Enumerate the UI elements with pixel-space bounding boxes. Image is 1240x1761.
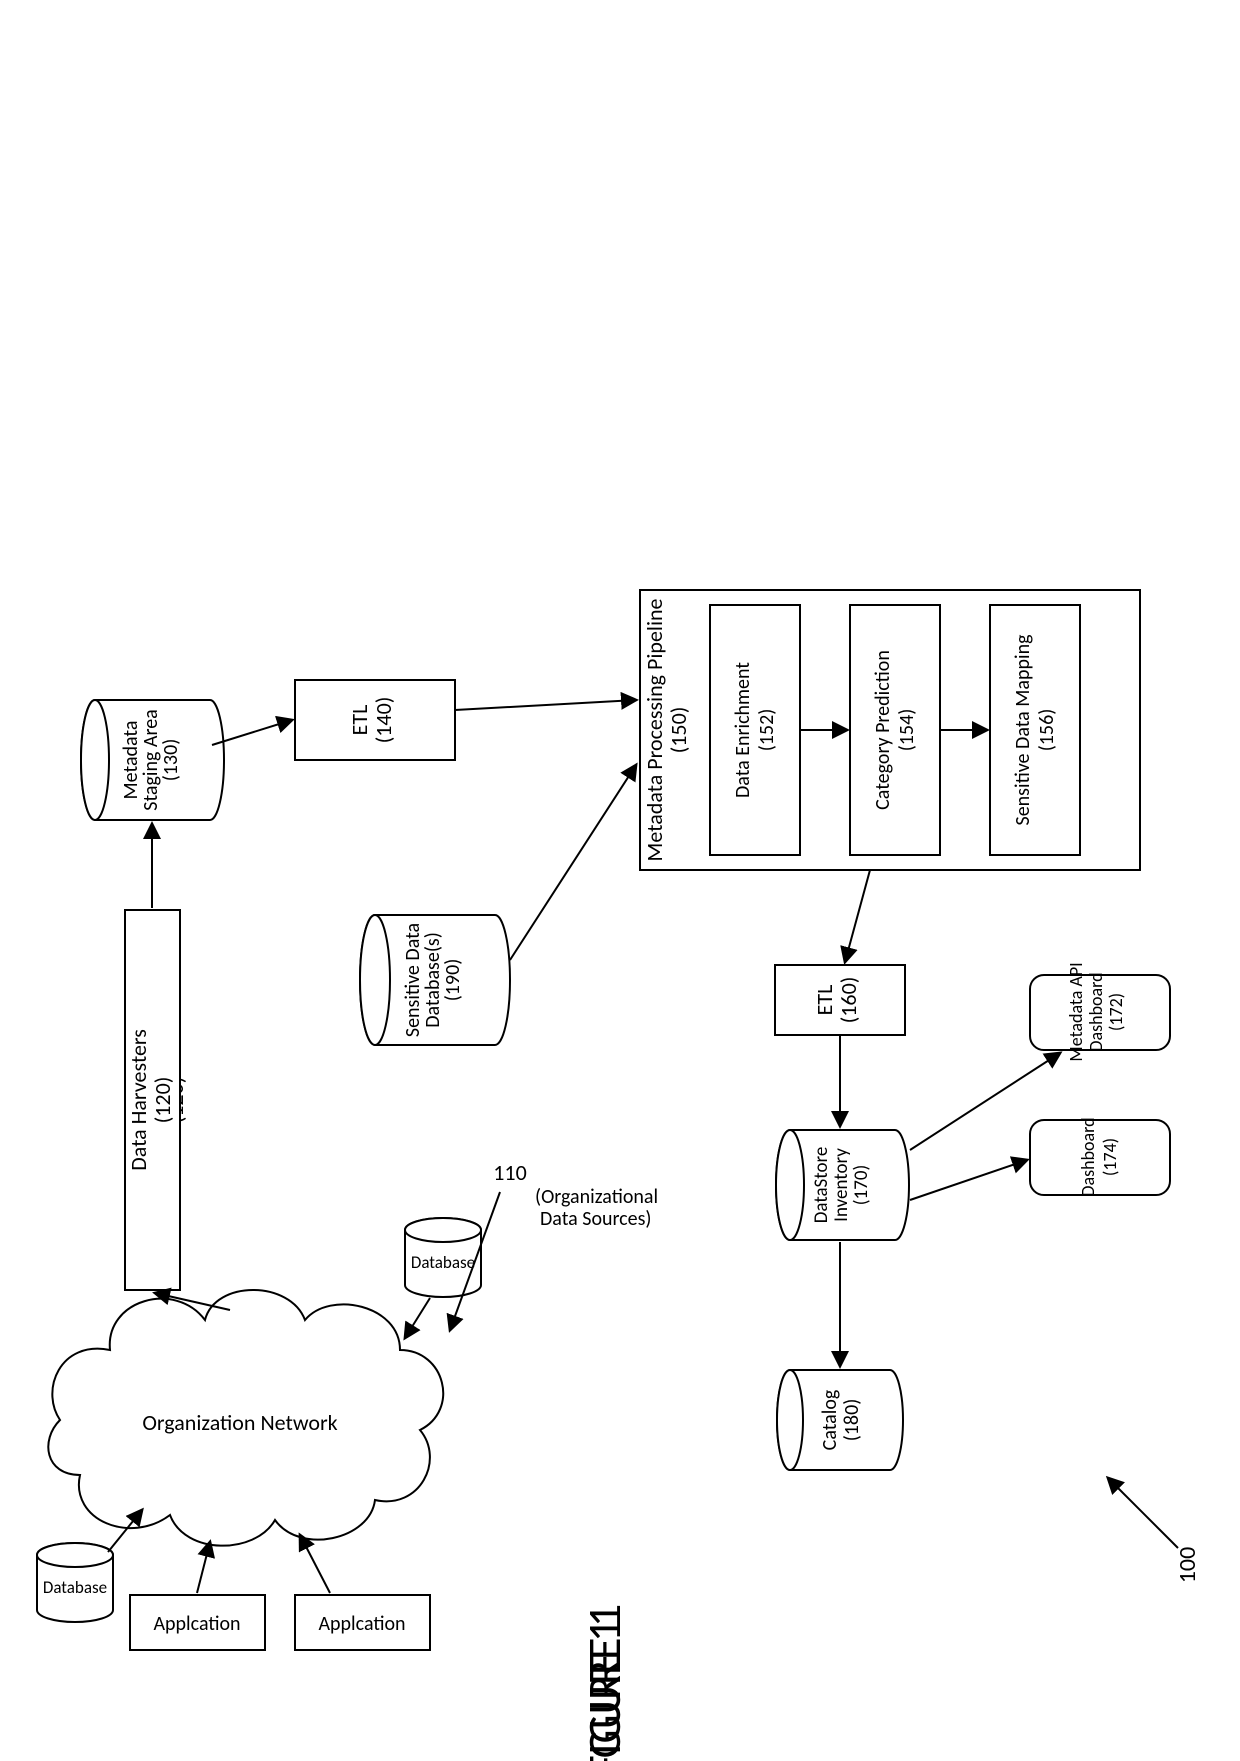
- catalog-ref: (180): [840, 1399, 864, 1442]
- edge-appright-cloud: [300, 1535, 330, 1593]
- harvesters-label2: Data Harvesters: [125, 1029, 152, 1171]
- svg-text:100: 100: [1173, 1547, 1202, 1584]
- svg-text:(154): (154): [895, 709, 919, 752]
- svg-text:Catalog: Catalog: [818, 1389, 842, 1450]
- database-left-label: Database: [43, 1577, 107, 1598]
- svg-text:Dashboard: Dashboard: [1077, 1117, 1099, 1196]
- pipeline-label: Metadata Processing Pipeline: [641, 598, 668, 861]
- etl2-ref: (160): [835, 977, 862, 1024]
- database-right-label: Database: [411, 1252, 475, 1273]
- app-left: Applcation: [130, 1595, 265, 1650]
- edge-pipeline-etl2: [845, 870, 870, 962]
- api-dashboard: Metadata API Dashboard (172): [1030, 962, 1170, 1061]
- app-right: Applcation: [295, 1595, 430, 1650]
- svg-text:Metadata API: Metadata API: [1065, 962, 1087, 1061]
- api-dashboard-ref: (172): [1105, 993, 1127, 1031]
- svg-text:(152): (152): [755, 709, 779, 752]
- etl2-label: ETL: [811, 985, 838, 1016]
- figure-caption: FIGURE 1: [577, 1604, 633, 1761]
- ref-110: 110 (Organizational Data Sources): [450, 1159, 663, 1330]
- svg-text:(Organizational Data Sou: (Organizational Data Sources): [535, 1185, 663, 1231]
- sensitive-db-ref: (190): [441, 959, 465, 1002]
- etl-140: ETL (140): [295, 680, 455, 760]
- svg-text:110: 110: [493, 1159, 526, 1186]
- svg-text:(156): (156): [1035, 709, 1059, 752]
- dashboard-ref: (174): [1099, 1138, 1121, 1176]
- org-network-cloud: Organization Network: [48, 1290, 443, 1546]
- etl1-label: ETL: [346, 705, 373, 736]
- harvesters-ref2: (120): [149, 1077, 176, 1124]
- edge-sensdb-pipeline: [510, 765, 636, 960]
- staging-ref: (130): [159, 739, 183, 782]
- etl-160: ETL (160): [775, 965, 905, 1035]
- datastore-inventory: DataStore Inventory (170): [776, 1130, 909, 1240]
- database-right: Database: [405, 1218, 481, 1297]
- edge-staging-etl1: [212, 720, 292, 745]
- staging-area: Metadata Staging Area (130): [81, 700, 224, 820]
- svg-text:Category Prediction: Category Prediction: [871, 650, 895, 810]
- edge-inventory-dashboard: [910, 1160, 1027, 1200]
- pipeline-box: Metadata Processing Pipeline (150) Data …: [640, 590, 1140, 870]
- edge-dbright-cloud: [405, 1298, 430, 1338]
- ref-100: 100: [1108, 1478, 1202, 1583]
- database-left: Database: [37, 1543, 113, 1622]
- svg-text:Dashboard: Dashboard: [1085, 972, 1107, 1051]
- pipeline-ref: (150): [665, 707, 692, 754]
- svg-text:Sensitive Data Mapping: Sensitive Data Mapping: [1011, 634, 1035, 826]
- app-right-label: Applcation: [318, 1612, 405, 1636]
- etl1-ref: (140): [370, 697, 397, 744]
- svg-text:Data Enrichment: Data Enrichment: [731, 662, 755, 798]
- figure-diagram: Organization Network Database Database A…: [0, 0, 1240, 1761]
- catalog: Catalog (180): [777, 1370, 903, 1470]
- dashboard: Dashboard (174): [1030, 1117, 1170, 1196]
- edge-etl1-pipeline: [455, 700, 636, 710]
- edge-appleft-cloud: [197, 1542, 210, 1593]
- app-left-label: Applcation: [153, 1612, 240, 1636]
- inventory-ref: (170): [850, 1165, 873, 1205]
- org-network-label: Organization Network: [142, 1409, 337, 1436]
- sensitive-db: Sensitive Data Database(s) (190): [360, 915, 510, 1045]
